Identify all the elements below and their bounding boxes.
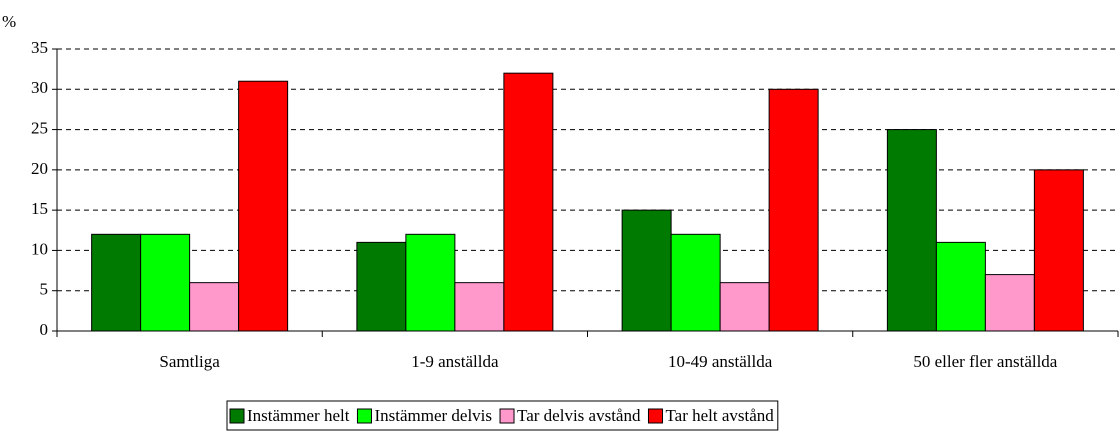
- bar: [719, 282, 770, 332]
- y-tick-label: 5: [40, 280, 49, 299]
- bar: [405, 233, 456, 332]
- bar: [454, 282, 505, 332]
- bar: [1033, 169, 1084, 332]
- x-tick-label: 50 eller fler anställda: [913, 352, 1057, 371]
- y-tick-label: 15: [31, 199, 48, 218]
- legend-label: Tar delvis avstånd: [517, 406, 641, 425]
- legend-box: [226, 400, 779, 431]
- bar: [984, 274, 1035, 332]
- y-tick-label: 10: [31, 239, 48, 258]
- x-tick-label: Samtliga: [159, 352, 220, 371]
- bar: [768, 88, 819, 332]
- y-axis-label: %: [2, 12, 16, 31]
- x-tick-label: 1-9 anställda: [411, 352, 499, 371]
- legend-swatch: [499, 408, 515, 424]
- legend-swatch: [647, 408, 663, 424]
- bar: [503, 72, 554, 332]
- bar: [935, 241, 986, 332]
- bar: [91, 233, 142, 332]
- legend-swatch: [229, 408, 245, 424]
- x-tick-label: 10-49 anställda: [668, 352, 773, 371]
- y-tick-label: 30: [31, 78, 48, 97]
- bar: [670, 233, 721, 332]
- y-tick-label: 25: [31, 118, 48, 137]
- bar: [886, 129, 937, 332]
- legend-label: Instämmer helt: [247, 406, 350, 425]
- bar: [140, 233, 191, 332]
- y-tick-label: 0: [40, 320, 49, 339]
- bar: [356, 241, 407, 332]
- bar: [621, 209, 672, 332]
- y-tick-label: 35: [31, 38, 48, 57]
- y-tick-label: 20: [31, 159, 48, 178]
- bar: [189, 282, 240, 332]
- legend-swatch: [356, 408, 372, 424]
- legend-label: Instämmer delvis: [374, 406, 492, 425]
- bar: [238, 80, 289, 332]
- legend-label: Tar helt avstånd: [665, 406, 774, 425]
